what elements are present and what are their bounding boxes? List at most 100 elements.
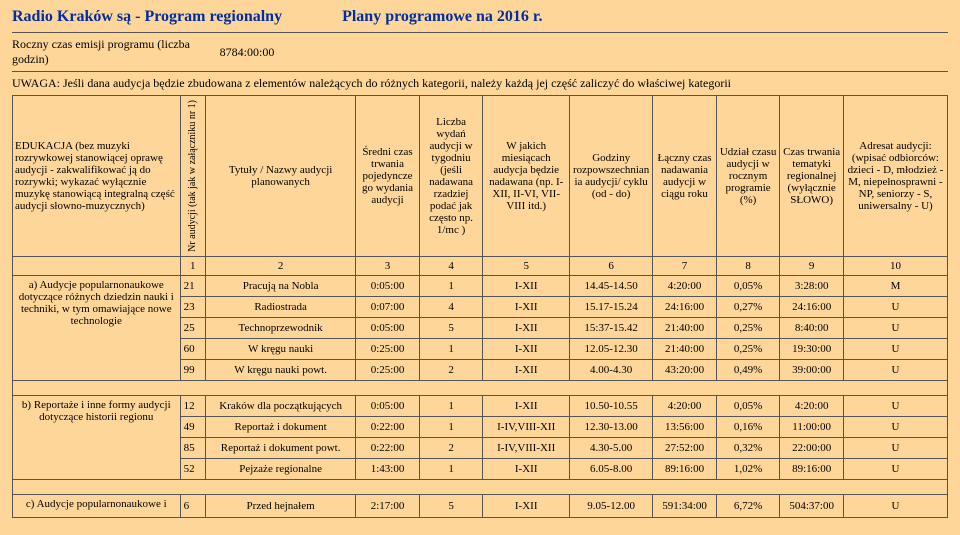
cell: 52 bbox=[180, 458, 205, 479]
numcell: 3 bbox=[356, 256, 420, 275]
cell: U bbox=[843, 437, 947, 458]
cell: U bbox=[843, 395, 947, 416]
cell: 1 bbox=[419, 395, 483, 416]
cell: 27:52:00 bbox=[653, 437, 717, 458]
cell: I-IV,VIII-XII bbox=[483, 437, 570, 458]
cell: 9.05-12.00 bbox=[570, 494, 653, 517]
cell: 1 bbox=[419, 458, 483, 479]
cell: 0:25:00 bbox=[356, 338, 420, 359]
cell: U bbox=[843, 494, 947, 517]
cell: I-XII bbox=[483, 494, 570, 517]
gap-row bbox=[13, 380, 948, 395]
cell: 504:37:00 bbox=[780, 494, 844, 517]
table-row: c) Audycje popularnonaukowe i6Przed hejn… bbox=[13, 494, 948, 517]
cell: I-XII bbox=[483, 317, 570, 338]
cell: U bbox=[843, 416, 947, 437]
emission-row: Roczny czas emisji programu (liczba godz… bbox=[12, 32, 948, 72]
col-header-adresat: Adresat audycji: (wpisać odbiorców: dzie… bbox=[843, 96, 947, 257]
cell: 11:00:00 bbox=[780, 416, 844, 437]
cell: 4.00-4.30 bbox=[570, 359, 653, 380]
cell: 0:05:00 bbox=[356, 275, 420, 296]
col-header-regional: Czas trwania tematyki regionalnej (wyłąc… bbox=[780, 96, 844, 257]
cell: 3:28:00 bbox=[780, 275, 844, 296]
cell: 2 bbox=[419, 359, 483, 380]
cell: U bbox=[843, 338, 947, 359]
cell: 1:43:00 bbox=[356, 458, 420, 479]
numcell: 8 bbox=[716, 256, 780, 275]
cell: I-XII bbox=[483, 395, 570, 416]
cell: Technoprzewodnik bbox=[206, 317, 356, 338]
cell: 0:07:00 bbox=[356, 296, 420, 317]
numcell: 4 bbox=[419, 256, 483, 275]
main-table: EDUKACJA (bez muzyki rozrywkowej stanowi… bbox=[12, 95, 948, 518]
cell: 4:20:00 bbox=[780, 395, 844, 416]
cell: Kraków dla początkujących bbox=[206, 395, 356, 416]
col-header-miesiace: W jakich miesiącach audycja będzie nadaw… bbox=[483, 96, 570, 257]
cell: Reportaż i dokument powt. bbox=[206, 437, 356, 458]
cell: 0,25% bbox=[716, 338, 780, 359]
title-right: Plany programowe na 2016 r. bbox=[342, 8, 542, 26]
cell: 0,49% bbox=[716, 359, 780, 380]
cell: 1 bbox=[419, 338, 483, 359]
cell: 14.45-14.50 bbox=[570, 275, 653, 296]
title-row: Radio Kraków są - Program regionalny Pla… bbox=[12, 8, 948, 26]
cell: 4:20:00 bbox=[653, 395, 717, 416]
cell: 5 bbox=[419, 317, 483, 338]
cell: 4 bbox=[419, 296, 483, 317]
col-header-sredni: Średni czas trwania pojedyncze go wydani… bbox=[356, 96, 420, 257]
numcell: 10 bbox=[843, 256, 947, 275]
cell: I-IV,VIII-XII bbox=[483, 416, 570, 437]
cell: 21 bbox=[180, 275, 205, 296]
cell: 591:34:00 bbox=[653, 494, 717, 517]
cell: 5 bbox=[419, 494, 483, 517]
cell: 21:40:00 bbox=[653, 317, 717, 338]
note-row: UWAGA: Jeśli dana audycja będzie zbudowa… bbox=[12, 72, 948, 95]
cell: W kręgu nauki bbox=[206, 338, 356, 359]
cell: 24:16:00 bbox=[780, 296, 844, 317]
cell: 0:05:00 bbox=[356, 395, 420, 416]
cell: W kręgu nauki powt. bbox=[206, 359, 356, 380]
cell: 0:22:00 bbox=[356, 437, 420, 458]
cell: 12 bbox=[180, 395, 205, 416]
cell: 4:20:00 bbox=[653, 275, 717, 296]
table-row: b) Reportaże i inne formy audycji dotycz… bbox=[13, 395, 948, 416]
cell: Pejzaże regionalne bbox=[206, 458, 356, 479]
emission-label: Roczny czas emisji programu (liczba godz… bbox=[12, 37, 202, 67]
table-row: a) Audycje popularnonaukowe dotyczące ró… bbox=[13, 275, 948, 296]
cell: 23 bbox=[180, 296, 205, 317]
cell: 1,02% bbox=[716, 458, 780, 479]
cell: 2:17:00 bbox=[356, 494, 420, 517]
cell: 1 bbox=[419, 416, 483, 437]
cell: 0:22:00 bbox=[356, 416, 420, 437]
col-header-nr: Nr audycji (tak jak w załączniku nr 1) bbox=[180, 96, 205, 257]
cell: 12.30-13.00 bbox=[570, 416, 653, 437]
cell: 8:40:00 bbox=[780, 317, 844, 338]
col-header-liczba: Liczba wydań audycji w tygodniu (jeśli n… bbox=[419, 96, 483, 257]
cell: 85 bbox=[180, 437, 205, 458]
cell: 89:16:00 bbox=[780, 458, 844, 479]
cell: 2 bbox=[419, 437, 483, 458]
numcell: 1 bbox=[180, 256, 205, 275]
cell: U bbox=[843, 458, 947, 479]
section-label: a) Audycje popularnonaukowe dotyczące ró… bbox=[13, 275, 181, 380]
numcell: 6 bbox=[570, 256, 653, 275]
cell: 0,05% bbox=[716, 275, 780, 296]
cell: 22:00:00 bbox=[780, 437, 844, 458]
numcell: 9 bbox=[780, 256, 844, 275]
numcell bbox=[13, 256, 181, 275]
cell: 0:25:00 bbox=[356, 359, 420, 380]
numcell: 7 bbox=[653, 256, 717, 275]
cell: 19:30:00 bbox=[780, 338, 844, 359]
cell: 0,16% bbox=[716, 416, 780, 437]
emission-value: 8784:00:00 bbox=[202, 45, 292, 60]
cell: 15:37-15.42 bbox=[570, 317, 653, 338]
cell: Pracują na Nobla bbox=[206, 275, 356, 296]
cell: 0,32% bbox=[716, 437, 780, 458]
cell: U bbox=[843, 296, 947, 317]
cell: M bbox=[843, 275, 947, 296]
cell: 12.05-12.30 bbox=[570, 338, 653, 359]
section-label: c) Audycje popularnonaukowe i bbox=[13, 494, 181, 517]
cell: 43:20:00 bbox=[653, 359, 717, 380]
cell: I-XII bbox=[483, 296, 570, 317]
col-header-godziny: Godziny rozpowszechnian ia audycji/ cykl… bbox=[570, 96, 653, 257]
